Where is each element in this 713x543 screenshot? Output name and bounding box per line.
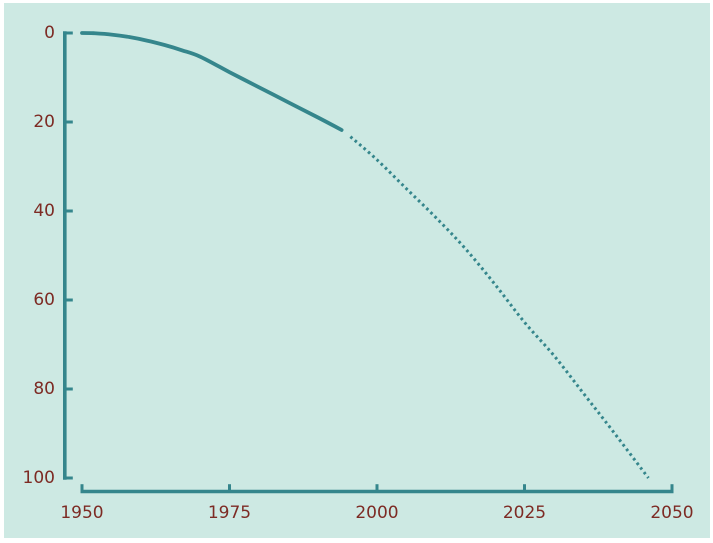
series-projected-dotted — [349, 135, 650, 479]
y-tick-label: 0 — [44, 23, 55, 43]
y-tick-label: 80 — [33, 379, 55, 399]
series-historical-solid — [80, 31, 344, 132]
y-tick-label: 20 — [33, 112, 55, 132]
x-tick-label: 2050 — [650, 503, 694, 523]
x-tick-label: 2000 — [355, 503, 399, 523]
y-tick-label: 100 — [22, 468, 55, 488]
y-tick-label: 40 — [33, 201, 55, 221]
x-tick-label: 1975 — [207, 503, 252, 523]
x-tick-label: 2025 — [502, 503, 547, 523]
plot-background — [4, 3, 710, 538]
y-tick-label: 60 — [33, 290, 55, 310]
x-tick-label: 1950 — [60, 503, 104, 523]
